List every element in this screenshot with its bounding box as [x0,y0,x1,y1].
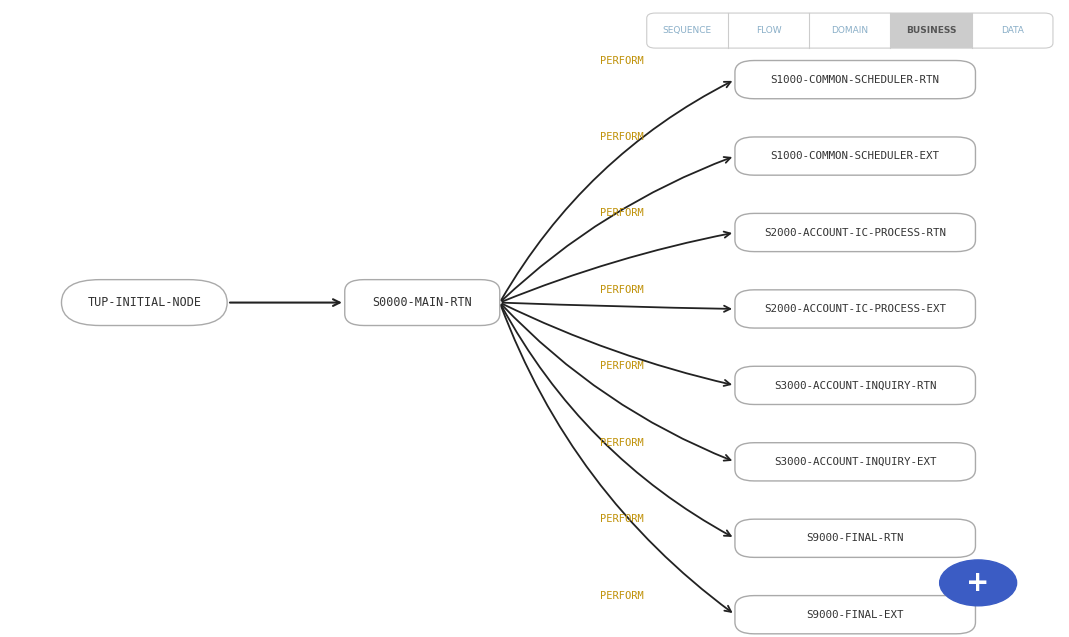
Text: PERFORM: PERFORM [600,132,644,142]
FancyBboxPatch shape [890,13,972,48]
Text: S1000-COMMON-SCHEDULER-RTN: S1000-COMMON-SCHEDULER-RTN [771,75,940,85]
Text: S1000-COMMON-SCHEDULER-EXT: S1000-COMMON-SCHEDULER-EXT [771,151,940,161]
Text: S9000-FINAL-RTN: S9000-FINAL-RTN [806,533,904,543]
FancyBboxPatch shape [344,280,500,326]
Text: +: + [966,569,990,597]
Text: TUP-INITIAL-NODE: TUP-INITIAL-NODE [88,296,201,309]
Text: PERFORM: PERFORM [600,285,644,295]
Text: PERFORM: PERFORM [600,361,644,371]
Text: S9000-FINAL-EXT: S9000-FINAL-EXT [806,610,904,620]
FancyBboxPatch shape [735,443,975,481]
Text: PERFORM: PERFORM [600,590,644,601]
Text: PERFORM: PERFORM [600,55,644,66]
Text: BUSINESS: BUSINESS [905,26,957,35]
FancyBboxPatch shape [647,13,1053,48]
FancyBboxPatch shape [735,137,975,175]
Text: DATA: DATA [1001,26,1024,35]
Text: DOMAIN: DOMAIN [832,26,868,35]
Text: PERFORM: PERFORM [600,208,644,218]
Circle shape [940,560,1017,606]
Text: S3000-ACCOUNT-INQUIRY-RTN: S3000-ACCOUNT-INQUIRY-RTN [774,380,936,390]
FancyBboxPatch shape [735,596,975,634]
Text: S0000-MAIN-RTN: S0000-MAIN-RTN [372,296,472,309]
Text: FLOW: FLOW [756,26,781,35]
Text: S2000-ACCOUNT-IC-PROCESS-EXT: S2000-ACCOUNT-IC-PROCESS-EXT [764,304,946,314]
Text: PERFORM: PERFORM [600,438,644,448]
FancyBboxPatch shape [735,519,975,557]
FancyBboxPatch shape [62,280,228,326]
FancyBboxPatch shape [735,213,975,252]
FancyBboxPatch shape [735,290,975,328]
FancyBboxPatch shape [735,366,975,404]
Text: S2000-ACCOUNT-IC-PROCESS-RTN: S2000-ACCOUNT-IC-PROCESS-RTN [764,227,946,238]
FancyBboxPatch shape [735,61,975,99]
Text: SEQUENCE: SEQUENCE [663,26,712,35]
Text: S3000-ACCOUNT-INQUIRY-EXT: S3000-ACCOUNT-INQUIRY-EXT [774,457,936,467]
Text: PERFORM: PERFORM [600,514,644,524]
